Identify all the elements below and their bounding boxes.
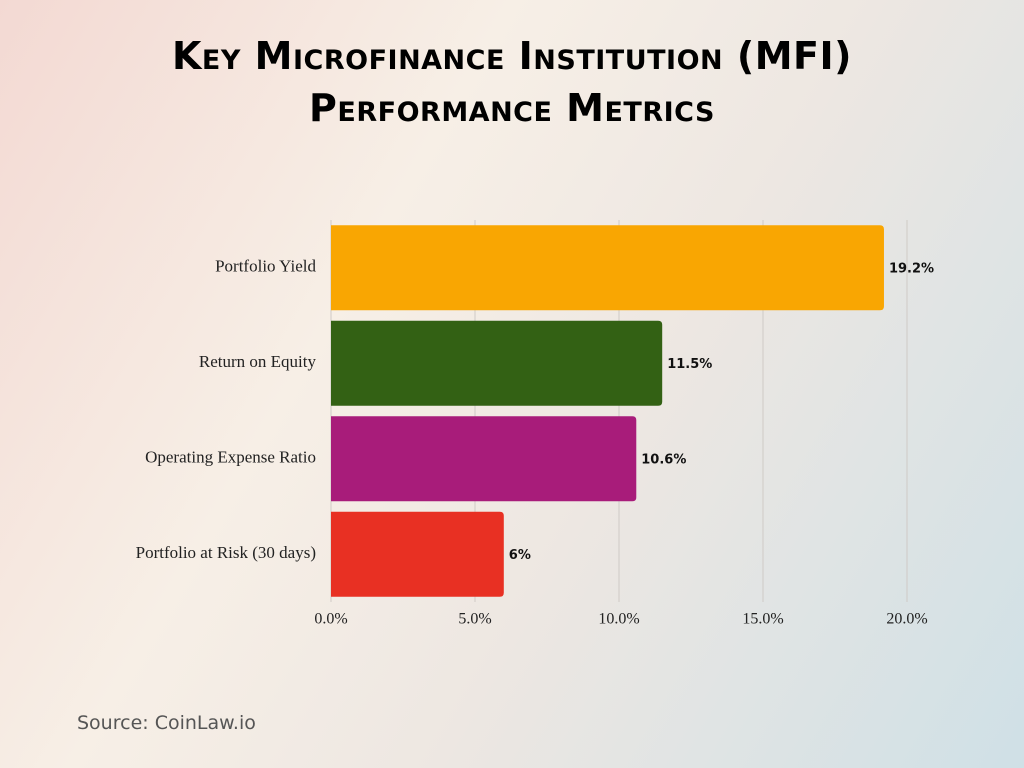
value-label: 11.5% [667, 357, 712, 372]
y-tick-label: Operating Expense Ratio [145, 448, 316, 467]
bar [331, 511, 504, 597]
x-tick-label: 20.0% [886, 611, 927, 628]
y-tick-label: Portfolio Yield [215, 257, 316, 276]
value-label: 6% [509, 548, 531, 563]
source-note: Source: CoinLaw.io [77, 712, 256, 734]
bar [331, 416, 637, 502]
bar [331, 320, 663, 406]
y-tick-label: Return on Equity [199, 352, 317, 371]
y-tick-label: Portfolio at Risk (30 days) [136, 543, 316, 562]
bar [331, 225, 884, 311]
value-label: 10.6% [641, 452, 686, 467]
x-tick-label: 5.0% [458, 611, 491, 628]
x-tick-label: 0.0% [314, 611, 347, 628]
chart-title: Key Microfinance Institution (MFI) Perfo… [171, 34, 853, 130]
value-label: 19.2% [889, 261, 934, 276]
x-tick-label: 15.0% [742, 611, 783, 628]
x-tick-label: 10.0% [598, 611, 639, 628]
